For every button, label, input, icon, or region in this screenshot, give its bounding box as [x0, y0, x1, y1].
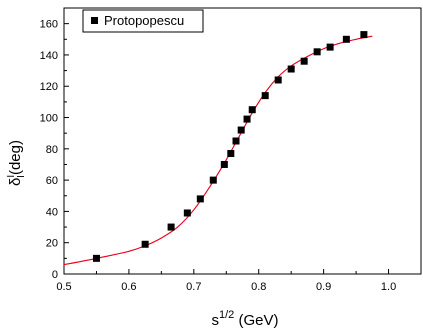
x-tick-label: 0.5: [56, 281, 71, 293]
legend-marker: [91, 17, 98, 24]
data-point: [237, 126, 245, 134]
x-tick-label: 1.0: [381, 281, 396, 293]
y-tick-label: 80: [46, 144, 58, 156]
data-point: [209, 176, 217, 184]
plot-frame: [63, 7, 422, 275]
y-tick-label: 140: [40, 50, 58, 62]
legend-label: Protopopescu: [104, 13, 184, 28]
data-point: [243, 115, 251, 123]
data-point: [196, 195, 204, 203]
legend-box: [82, 9, 204, 33]
data-point: [313, 48, 321, 56]
y-tick-label: 60: [46, 175, 58, 187]
y-axis-title: δII(deg): [6, 140, 27, 186]
data-point: [92, 254, 100, 262]
data-point: [141, 240, 149, 248]
legend: Protopopescu: [82, 9, 204, 33]
data-point: [300, 57, 308, 65]
fit-curve-layer: [63, 35, 373, 266]
data-point: [360, 31, 368, 39]
y-tick-label: 100: [40, 113, 58, 125]
data-point: [261, 92, 269, 100]
fit-curve: [63, 35, 373, 266]
x-tick-label: 0.9: [316, 281, 331, 293]
y-tick-label: 120: [40, 81, 58, 93]
data-point: [274, 76, 282, 84]
data-point: [183, 209, 191, 217]
data-point: [287, 65, 295, 73]
x-tick-label: 0.8: [251, 281, 266, 293]
y-tick-label: 0: [52, 269, 58, 281]
axis-ticks: 0.5 0.6 0.7 0.8 0.9 1.0 0 20 40 60 80 100 120 140 160: [40, 19, 397, 293]
data-point: [220, 160, 228, 168]
data-point: [248, 106, 256, 114]
data-point: [342, 35, 350, 43]
x-tick-label: 0.6: [121, 281, 136, 293]
data-points-layer: [92, 31, 368, 262]
y-tick-label: 20: [46, 238, 58, 250]
data-point: [326, 43, 334, 51]
x-tick-label: 0.7: [186, 281, 201, 293]
y-tick-label: 40: [46, 206, 58, 218]
data-point: [167, 223, 175, 231]
data-point: [227, 150, 235, 158]
y-tick-label: 160: [40, 19, 58, 31]
x-axis-title: s1/2 (GeV): [212, 309, 279, 329]
data-point: [232, 137, 240, 145]
